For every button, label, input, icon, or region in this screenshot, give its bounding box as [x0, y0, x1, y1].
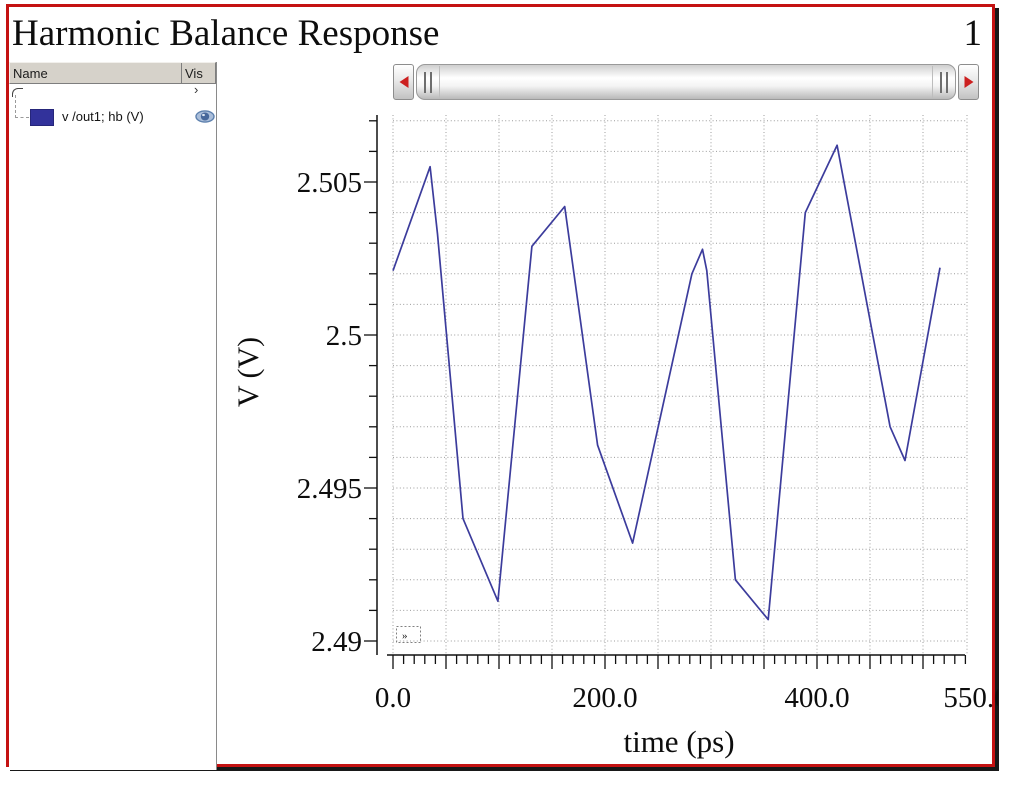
visibility-eye-icon[interactable]: [195, 109, 215, 124]
thumb-grip-right[interactable]: [940, 72, 948, 93]
svg-text:2.49: 2.49: [311, 626, 362, 658]
svg-text:»: »: [402, 630, 408, 642]
left-arrow-icon: [399, 76, 408, 88]
signal-panel: Name Vis › v /out1; hb (V): [9, 62, 217, 770]
svg-text:2.5: 2.5: [326, 320, 362, 352]
svg-text:550.0: 550.0: [943, 682, 998, 714]
waveform-trace[interactable]: [392, 144, 941, 621]
grid-lines: [392, 115, 968, 655]
signal-panel-header: Name Vis: [9, 62, 216, 84]
thumb-cap-right: [932, 66, 933, 98]
axis-ticks: [364, 120, 967, 669]
scrollbar-thumb[interactable]: [416, 64, 956, 100]
trace-row[interactable]: v /out1; hb (V): [9, 95, 216, 128]
scroll-left-button[interactable]: [393, 64, 414, 100]
y-axis-title: V (V): [232, 337, 265, 407]
axes: [376, 115, 965, 656]
page-title: Harmonic Balance Response: [12, 13, 440, 54]
clipped-branch-icon: [12, 88, 23, 97]
svg-text:2.495: 2.495: [297, 473, 362, 505]
graph-window: Harmonic Balance Response 1 Name Vis › v…: [6, 4, 998, 770]
color-swatch[interactable]: [30, 109, 54, 126]
right-arrow-icon: [964, 76, 973, 88]
svg-text:2.505: 2.505: [297, 167, 362, 199]
svg-text:200.0: 200.0: [572, 682, 637, 714]
svg-text:400.0: 400.0: [784, 682, 849, 714]
plot-corner-badge[interactable]: »: [396, 626, 421, 643]
svg-text:0.0: 0.0: [375, 682, 411, 714]
thumb-cap-left: [439, 66, 440, 98]
vis-column-header: Vis: [181, 63, 215, 83]
trace-label: v /out1; hb (V): [62, 109, 144, 124]
axis-tick-labels: 2.505 2.5 2.495 2.49 0.0 200.0 400.0 550.0: [297, 167, 998, 714]
scroll-right-button[interactable]: [958, 64, 979, 100]
name-column-header: Name: [13, 66, 48, 81]
clipped-chevron-icon: ›: [194, 84, 199, 97]
clipped-tree-row: ›: [9, 84, 216, 98]
x-axis-title: time (ps): [623, 724, 734, 759]
page-number: 1: [963, 13, 983, 54]
thumb-grip-left[interactable]: [424, 72, 432, 93]
waveform-chart[interactable]: 2.505 2.5 2.495 2.49 0.0 200.0 400.0 550.0 V (V)…: [216, 100, 998, 770]
horizontal-scrollbar: [393, 64, 979, 100]
tree-branch-icon: [15, 95, 29, 118]
